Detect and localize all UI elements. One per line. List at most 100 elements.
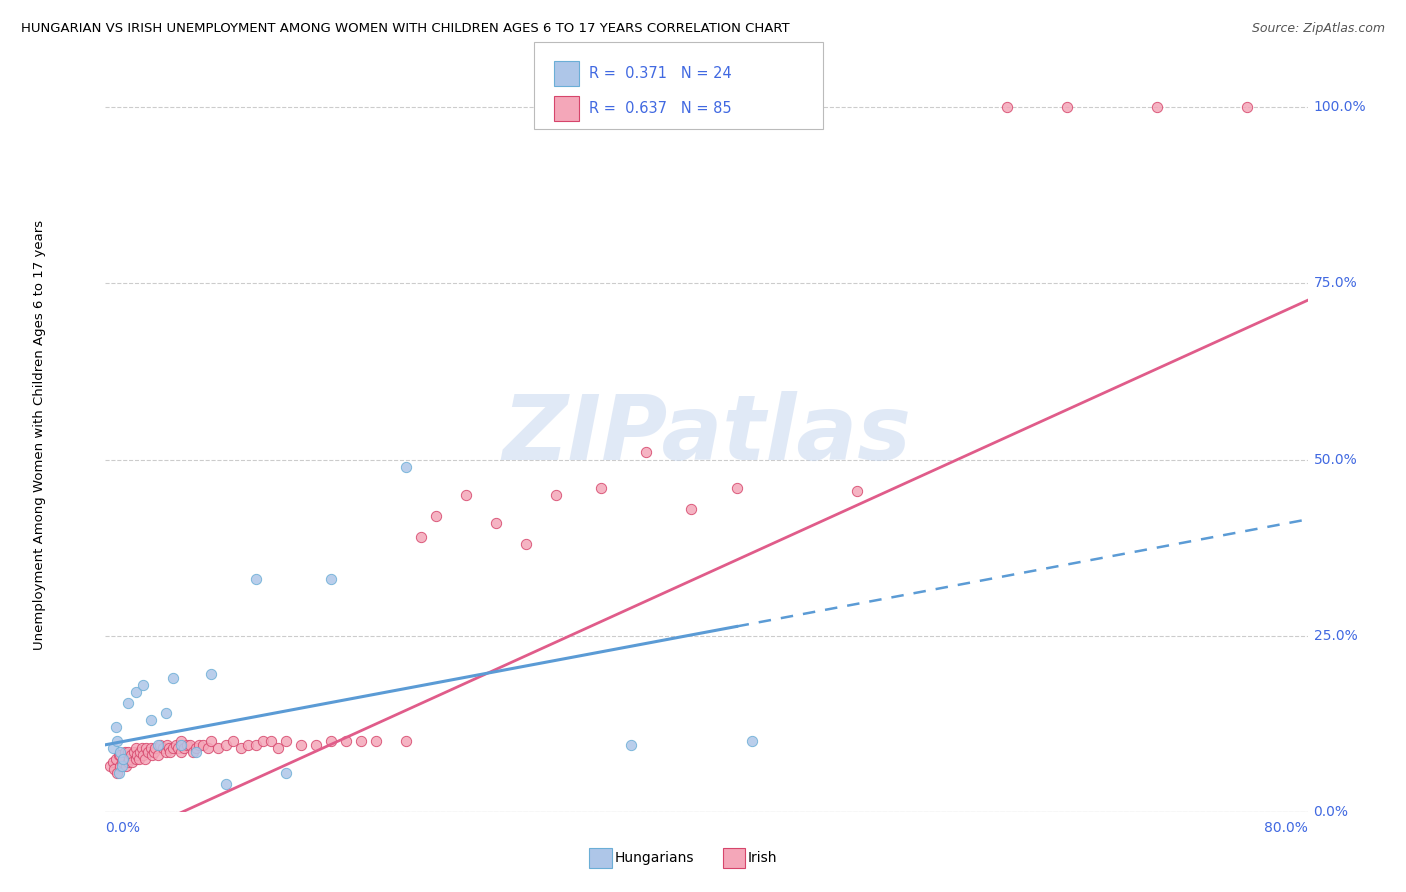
Point — [238, 738, 260, 752]
Point — [214, 776, 236, 790]
Point — [485, 516, 508, 530]
Point — [305, 738, 328, 752]
Text: Irish: Irish — [748, 851, 778, 865]
Point — [741, 734, 763, 748]
Point — [98, 759, 121, 773]
Point — [207, 741, 229, 756]
Text: HUNGARIAN VS IRISH UNEMPLOYMENT AMONG WOMEN WITH CHILDREN AGES 6 TO 17 YEARS COR: HUNGARIAN VS IRISH UNEMPLOYMENT AMONG WO… — [21, 22, 790, 36]
Text: 50.0%: 50.0% — [1313, 452, 1357, 467]
Point — [350, 734, 373, 748]
Point — [274, 734, 297, 748]
Point — [681, 501, 703, 516]
Point — [260, 734, 283, 748]
Point — [117, 756, 139, 770]
Text: Unemployment Among Women with Children Ages 6 to 17 years: Unemployment Among Women with Children A… — [32, 219, 46, 650]
Point — [425, 508, 447, 523]
Point — [169, 745, 191, 759]
Point — [290, 738, 312, 752]
Point — [104, 752, 127, 766]
Point — [107, 766, 129, 780]
Point — [103, 763, 125, 777]
Point — [101, 756, 124, 770]
Point — [111, 756, 134, 770]
Text: Hungarians: Hungarians — [614, 851, 695, 865]
Point — [214, 738, 236, 752]
Point — [115, 759, 138, 773]
Point — [1146, 100, 1168, 114]
Point — [118, 752, 141, 766]
Point — [546, 488, 568, 502]
Point — [146, 748, 169, 763]
Point — [129, 745, 152, 759]
Point — [155, 706, 177, 720]
Point — [135, 741, 157, 756]
Point — [162, 741, 184, 756]
Point — [845, 484, 868, 499]
Point — [179, 738, 201, 752]
Point — [152, 741, 174, 756]
Point — [725, 481, 748, 495]
Point — [245, 738, 267, 752]
Point — [319, 734, 342, 748]
Point — [157, 741, 180, 756]
Text: 75.0%: 75.0% — [1313, 277, 1357, 291]
Point — [169, 734, 191, 748]
Point — [245, 572, 267, 586]
Point — [112, 752, 135, 766]
Point — [454, 488, 477, 502]
Point — [114, 745, 136, 759]
Text: 80.0%: 80.0% — [1264, 821, 1308, 835]
Point — [155, 745, 177, 759]
Point — [156, 738, 179, 752]
Point — [111, 759, 134, 773]
Point — [274, 766, 297, 780]
Point — [395, 459, 418, 474]
Point — [1056, 100, 1078, 114]
Point — [197, 741, 219, 756]
Point — [184, 741, 207, 756]
Point — [117, 745, 139, 759]
Point — [136, 745, 159, 759]
Text: 0.0%: 0.0% — [105, 821, 141, 835]
Text: Source: ZipAtlas.com: Source: ZipAtlas.com — [1251, 22, 1385, 36]
Point — [132, 678, 155, 692]
Point — [409, 530, 432, 544]
Text: 100.0%: 100.0% — [1313, 100, 1367, 114]
Point — [166, 741, 188, 756]
Point — [148, 738, 170, 752]
Point — [252, 734, 274, 748]
Point — [395, 734, 418, 748]
Point — [187, 738, 209, 752]
Point — [124, 752, 146, 766]
Text: 0.0%: 0.0% — [1313, 805, 1348, 819]
Point — [200, 667, 222, 681]
Point — [143, 741, 166, 756]
Point — [121, 756, 143, 770]
Point — [146, 738, 169, 752]
Text: R =  0.371   N = 24: R = 0.371 N = 24 — [589, 66, 733, 80]
Point — [184, 745, 207, 759]
Point — [132, 748, 155, 763]
Point — [636, 445, 658, 459]
Point — [165, 738, 187, 752]
Point — [222, 734, 245, 748]
Point — [591, 481, 613, 495]
Point — [169, 738, 191, 752]
Point — [134, 752, 156, 766]
Point — [120, 748, 142, 763]
Point — [141, 748, 163, 763]
Point — [200, 734, 222, 748]
Point — [124, 741, 146, 756]
Point — [128, 752, 150, 766]
Point — [107, 734, 129, 748]
Point — [191, 738, 214, 752]
Point — [173, 741, 195, 756]
Point — [104, 720, 127, 734]
Point — [124, 685, 146, 699]
Point — [117, 696, 139, 710]
Point — [101, 741, 124, 756]
Point — [142, 745, 165, 759]
Point — [125, 748, 148, 763]
Text: ZIPatlas: ZIPatlas — [502, 391, 911, 479]
Point — [364, 734, 387, 748]
